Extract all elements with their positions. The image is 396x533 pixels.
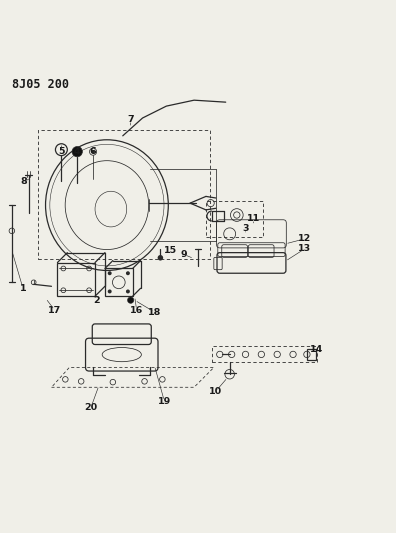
Text: 5: 5 [58, 147, 65, 156]
Bar [38, 130, 210, 259]
Text: 17: 17 [48, 305, 61, 314]
Text: 2: 2 [94, 296, 100, 305]
Circle shape [126, 289, 130, 294]
Bar [307, 349, 316, 360]
Text: 3: 3 [242, 224, 249, 233]
Text: 4: 4 [74, 147, 80, 156]
Bar [105, 269, 133, 296]
Text: 16: 16 [130, 305, 143, 314]
Text: 18: 18 [148, 308, 161, 317]
Text: 19: 19 [158, 397, 171, 406]
Text: 20: 20 [84, 402, 98, 411]
Text: 1: 1 [20, 284, 26, 293]
Bar [57, 263, 95, 296]
Text: 7: 7 [128, 116, 134, 125]
Text: 10: 10 [209, 387, 223, 395]
Text: 12: 12 [298, 235, 312, 243]
Circle shape [126, 271, 130, 275]
Bar [212, 346, 317, 362]
Text: 9: 9 [181, 250, 187, 259]
Circle shape [91, 150, 95, 154]
Text: 8: 8 [20, 177, 27, 186]
Bar [206, 201, 263, 237]
Text: 13: 13 [298, 244, 312, 253]
Text: 6: 6 [90, 147, 96, 156]
Circle shape [158, 255, 163, 261]
Circle shape [72, 147, 82, 157]
Text: 8J05 200: 8J05 200 [12, 78, 69, 91]
Circle shape [108, 271, 112, 275]
Circle shape [108, 289, 112, 294]
Circle shape [128, 297, 134, 303]
Text: 15: 15 [164, 246, 177, 255]
Text: 11: 11 [247, 214, 260, 223]
Text: 14: 14 [310, 345, 324, 354]
